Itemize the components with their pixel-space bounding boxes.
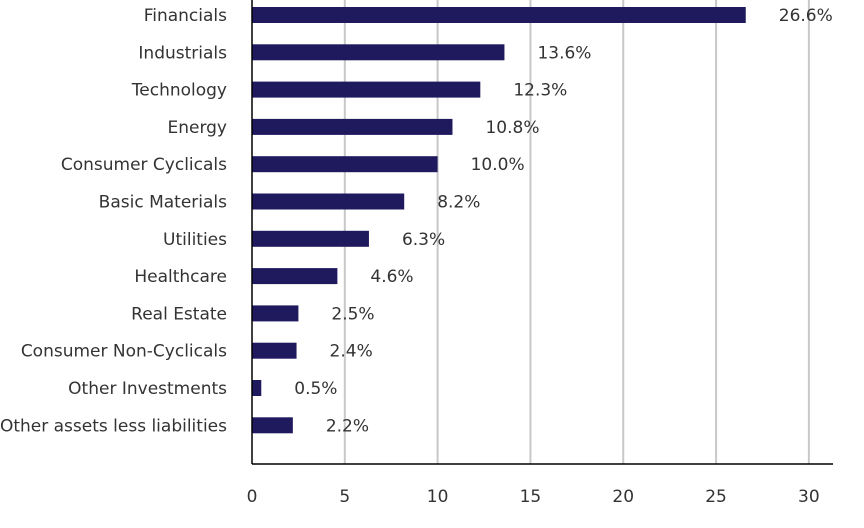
category-label: Technology	[131, 81, 227, 101]
category-label: Other assets less liabilities	[0, 416, 227, 436]
value-label: 13.6%	[537, 43, 591, 63]
bar	[252, 44, 505, 61]
category-label: Consumer Non-Cyclicals	[21, 342, 227, 362]
bar	[252, 156, 438, 173]
category-label: Energy	[167, 118, 227, 138]
x-tick-label: 10	[427, 487, 449, 507]
category-label: Real Estate	[131, 304, 227, 324]
bar	[252, 342, 297, 359]
bar	[252, 7, 746, 23]
x-tick-label: 20	[612, 487, 634, 507]
category-label: Industrials	[138, 43, 227, 63]
value-labels: 26.6% 13.6% 12.3% 10.8% 10.0% 8.2% 6.3% 4.6% 2.5…	[294, 6, 832, 436]
axes	[251, 0, 833, 465]
category-label: Financials	[144, 6, 227, 26]
category-label: Consumer Cyclicals	[61, 155, 227, 175]
bar	[252, 417, 293, 434]
category-label: Other Investments	[68, 379, 227, 399]
bars	[252, 7, 746, 434]
bar	[252, 230, 369, 247]
x-tick-label: 30	[798, 487, 820, 507]
value-label: 4.6%	[370, 267, 413, 287]
grid-lines	[343, 0, 810, 464]
value-label: 8.2%	[437, 193, 480, 213]
x-tick-label: 25	[705, 487, 727, 507]
x-tick-label: 0	[247, 487, 258, 507]
bar	[252, 193, 405, 210]
bar	[252, 380, 262, 396]
value-label: 10.0%	[471, 155, 525, 175]
x-tick-label: 15	[520, 487, 542, 507]
value-label: 2.2%	[326, 416, 369, 436]
value-label: 2.5%	[331, 304, 374, 324]
value-label: 10.8%	[485, 118, 539, 138]
value-label: 2.4%	[330, 342, 373, 362]
x-tick-labels: 0 5 10 15 20 25 30	[247, 487, 820, 507]
value-label: 0.5%	[294, 379, 337, 399]
value-label: 26.6%	[779, 6, 833, 26]
category-label: Healthcare	[134, 267, 227, 287]
x-tick-label: 5	[339, 487, 350, 507]
bar	[252, 81, 481, 98]
category-labels: Financials Industrials Technology Energy Con…	[0, 6, 227, 436]
category-label: Basic Materials	[99, 193, 227, 213]
bar	[252, 118, 453, 135]
bar	[252, 305, 299, 322]
category-label: Utilities	[163, 230, 227, 250]
bar	[252, 268, 338, 285]
value-label: 12.3%	[513, 81, 567, 101]
value-label: 6.3%	[402, 230, 445, 250]
